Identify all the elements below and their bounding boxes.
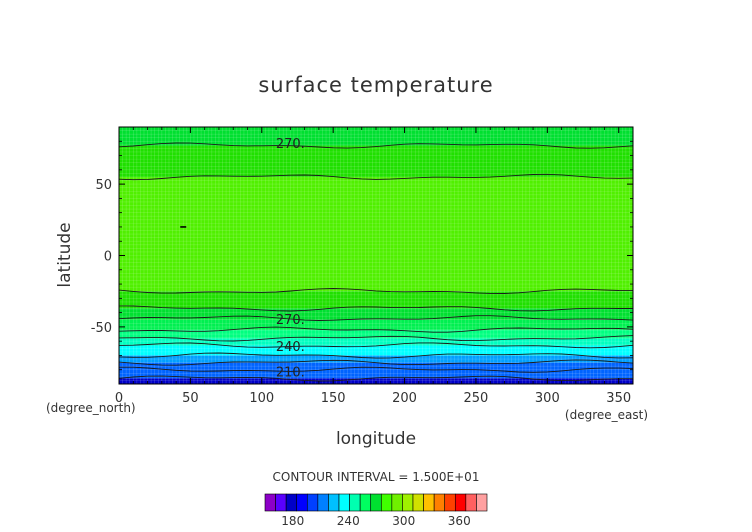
temperature-bands bbox=[119, 127, 633, 384]
x-tick-label: 200 bbox=[392, 391, 417, 406]
temperature-band-8 bbox=[119, 291, 633, 309]
plot-area: 270. 270. 240. 210. bbox=[118, 126, 634, 385]
colorbar bbox=[264, 493, 488, 512]
contour-line-11 bbox=[118, 142, 634, 149]
x-tick-label: 300 bbox=[535, 391, 560, 406]
temperature-band-11 bbox=[119, 127, 633, 146]
contour-label-0: 270. bbox=[276, 137, 305, 152]
y-axis-ticks: -50 0 50 bbox=[91, 140, 633, 371]
contour-interval-text: CONTOUR INTERVAL = 1.500E+01 bbox=[273, 470, 480, 484]
temperature-band-7 bbox=[119, 308, 633, 320]
x-tick-label: 100 bbox=[249, 391, 274, 406]
temperature-band-10 bbox=[119, 145, 633, 177]
temperature-band-1 bbox=[119, 362, 633, 379]
temperature-band-5 bbox=[119, 329, 633, 339]
x-axis-ticks: 0 50 100 150 200 250 300 350 bbox=[115, 127, 631, 406]
y-axis-label: latitude bbox=[55, 222, 75, 287]
contour-label-3: 210. bbox=[276, 366, 305, 381]
x-axis-label: longitude bbox=[336, 429, 416, 449]
colorbar-tick-label: 360 bbox=[448, 514, 471, 528]
colorbar-swatch-19 bbox=[465, 493, 477, 512]
colorbar-swatch-14 bbox=[412, 493, 424, 512]
contour-labels: 270. 270. 240. 210. bbox=[276, 137, 305, 380]
colorbar-swatch-16 bbox=[433, 493, 446, 512]
colorbar-swatch-11 bbox=[380, 493, 393, 512]
contour-label-2: 240. bbox=[276, 340, 305, 355]
y-tick-label: 0 bbox=[104, 250, 112, 265]
colorbar-swatch-1 bbox=[275, 493, 287, 512]
chart-title: surface temperature bbox=[258, 73, 493, 97]
colorbar-ticks: 180 240 300 360 bbox=[281, 514, 470, 528]
contour-line-5 bbox=[118, 335, 634, 342]
colorbar-swatch-3 bbox=[296, 493, 308, 512]
contour-line-1 bbox=[119, 366, 634, 373]
fine-grid-lines bbox=[118, 126, 634, 385]
contour-line-3 bbox=[118, 352, 634, 359]
colorbar-swatch-13 bbox=[402, 493, 414, 512]
colorbar-tick-label: 240 bbox=[337, 514, 360, 528]
x-tick-label: 350 bbox=[606, 391, 631, 406]
colorbar-swatch-6 bbox=[328, 493, 340, 512]
colorbar-swatch-0 bbox=[264, 493, 276, 512]
colorbar-tick-label: 300 bbox=[392, 514, 415, 528]
contour-line-10 bbox=[118, 173, 634, 181]
x-tick-label: 50 bbox=[182, 391, 199, 406]
colorbar-swatch-9 bbox=[359, 493, 372, 512]
colorbar-swatch-7 bbox=[338, 493, 350, 512]
contour-label-1: 270. bbox=[276, 313, 305, 328]
colorbar-swatch-20 bbox=[476, 493, 488, 512]
contour-line-9 bbox=[118, 288, 634, 294]
temperature-band-2 bbox=[119, 355, 633, 363]
contour-line-7 bbox=[118, 315, 634, 321]
y-tick-label: 50 bbox=[95, 178, 112, 193]
colorbar-swatch-18 bbox=[454, 493, 467, 512]
colorbar-swatch-15 bbox=[423, 493, 435, 512]
y-unit-label: (degree_north) bbox=[46, 401, 136, 415]
contour-line-2 bbox=[118, 359, 634, 366]
temperature-band-4 bbox=[119, 338, 633, 346]
colorbar-swatch-8 bbox=[349, 493, 361, 512]
contour-line-8 bbox=[118, 305, 633, 312]
x-tick-label: 150 bbox=[321, 391, 346, 406]
contour-line-6 bbox=[118, 326, 634, 333]
x-tick-label: 250 bbox=[464, 391, 489, 406]
colorbar-swatch-17 bbox=[444, 493, 456, 512]
contour-lines bbox=[118, 142, 634, 382]
y-tick-label: -50 bbox=[91, 321, 112, 336]
contour-line-4 bbox=[118, 342, 634, 349]
temperature-band-9 bbox=[119, 176, 633, 292]
colorbar-swatch-12 bbox=[391, 493, 403, 512]
colorbar-swatch-4 bbox=[306, 493, 319, 512]
x-unit-label: (degree_east) bbox=[565, 408, 648, 422]
colorbar-swatch-2 bbox=[285, 493, 298, 512]
temperature-band-3 bbox=[119, 345, 633, 356]
colorbar-tick-label: 180 bbox=[281, 514, 304, 528]
temperature-band-6 bbox=[119, 319, 633, 330]
colorbar-swatch-10 bbox=[370, 493, 382, 512]
x-tick-label: 0 bbox=[115, 391, 123, 406]
colorbar-swatch-5 bbox=[317, 493, 329, 512]
